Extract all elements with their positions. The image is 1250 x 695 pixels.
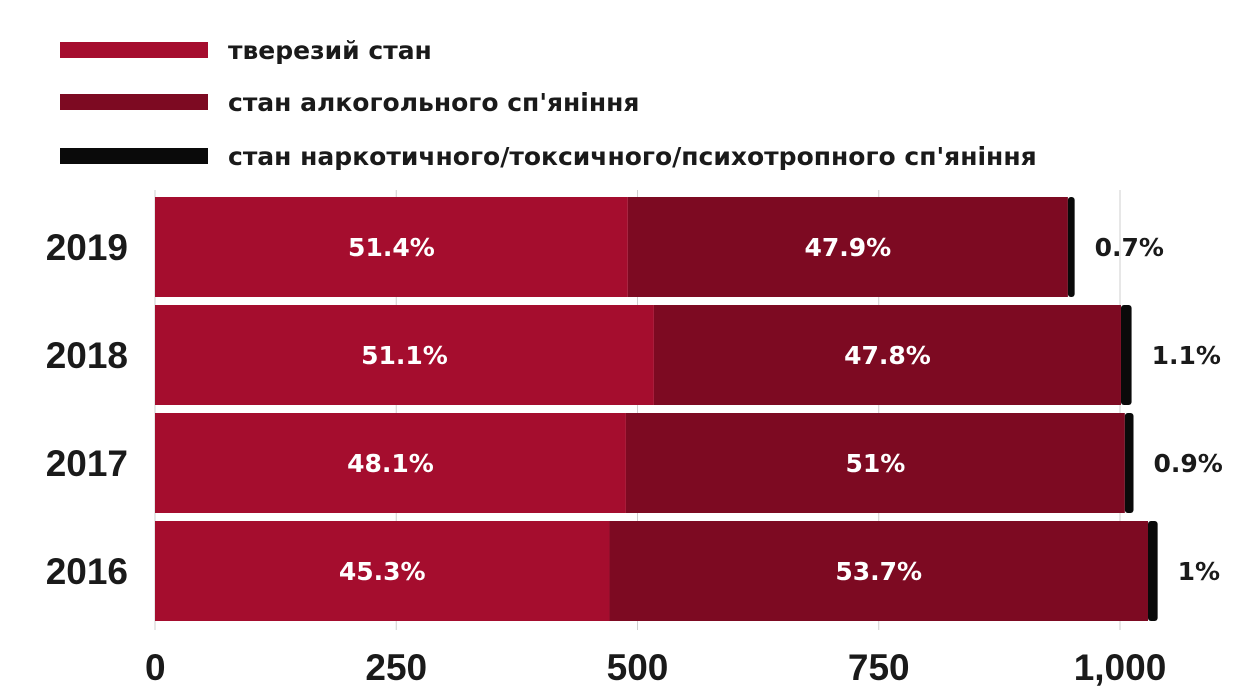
x-tick-label-2: 500 (607, 647, 669, 688)
x-tick-label-0: 0 (145, 647, 166, 688)
bars: 51.4% 47.9% 0.7% 51.1% 47.8% 1.1% 48.1% 51% 0.9%… (155, 197, 1223, 621)
legend-swatch-1 (60, 94, 208, 110)
bar-2019-series-2 (1067, 197, 1075, 297)
bar-2019-series-0 (155, 197, 628, 297)
data-label-2017-series-2: 0.9% (1154, 449, 1223, 478)
data-label-2019-series-2: 0.7% (1095, 233, 1164, 262)
bar-2019-series-1 (627, 197, 1068, 297)
legend-label-1: стан алкогольного сп'яніння (228, 88, 639, 117)
data-label-2016-series-1: 53.7% (835, 557, 922, 586)
legend-label-0: тверезий стан (228, 36, 432, 65)
bar-2017-series-1 (625, 413, 1125, 513)
data-label-2018-series-1: 47.8% (844, 341, 931, 370)
data-label-2017-series-1: 51% (845, 449, 905, 478)
category-label-2019: 2019 (46, 227, 128, 268)
bar-2016-series-1 (609, 521, 1148, 621)
data-label-2017-series-0: 48.1% (347, 449, 434, 478)
bar-2018-series-0 (155, 305, 654, 405)
x-axis-tick-labels: 0 250 500 750 1,000 (145, 647, 1166, 688)
x-tick-label-4: 1,000 (1074, 647, 1167, 688)
category-labels: 2019 2018 2017 2016 (46, 227, 128, 592)
bar-2016-series-0 (155, 521, 610, 621)
category-label-2016: 2016 (46, 551, 128, 592)
data-label-2019-series-1: 47.9% (805, 233, 892, 262)
legend-label-2: стан наркотичного/токсичного/психотропно… (228, 142, 1037, 171)
bar-2016-series-2 (1147, 521, 1158, 621)
bar-2017-series-2 (1124, 413, 1134, 513)
category-label-2018: 2018 (46, 335, 128, 376)
data-label-2016-series-2: 1% (1178, 557, 1220, 586)
category-label-2017: 2017 (46, 443, 128, 484)
bar-2018-series-2 (1120, 305, 1132, 405)
data-label-2016-series-0: 45.3% (339, 557, 426, 586)
legend-swatch-2 (60, 148, 208, 164)
x-tick-label-1: 250 (365, 647, 427, 688)
data-label-2018-series-2: 1.1% (1152, 341, 1221, 370)
data-label-2019-series-0: 51.4% (348, 233, 435, 262)
x-tick-label-3: 750 (848, 647, 910, 688)
legend: тверезий стан стан алкогольного сп'яніння… (60, 36, 1037, 171)
bar-2018-series-1 (653, 305, 1121, 405)
legend-swatch-0 (60, 42, 208, 58)
data-label-2018-series-0: 51.1% (361, 341, 448, 370)
bar-2017-series-0 (155, 413, 626, 513)
